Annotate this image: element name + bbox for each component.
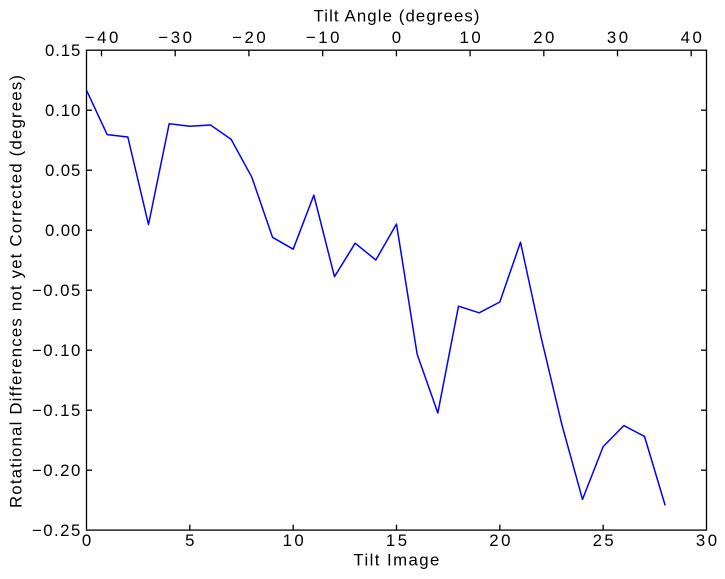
svg-text:−0.25: −0.25 (32, 521, 80, 540)
svg-text:30: 30 (607, 28, 628, 47)
svg-text:10: 10 (283, 531, 304, 550)
svg-text:0: 0 (392, 28, 401, 47)
svg-text:20: 20 (489, 531, 510, 550)
svg-text:−0.10: −0.10 (32, 341, 80, 360)
svg-text:−30: −30 (158, 28, 192, 47)
svg-text:0.05: 0.05 (45, 161, 80, 180)
svg-text:0.10: 0.10 (45, 101, 80, 120)
svg-text:10: 10 (460, 28, 481, 47)
svg-text:−40: −40 (85, 28, 119, 47)
svg-text:0: 0 (82, 531, 91, 550)
svg-text:−0.20: −0.20 (32, 461, 80, 480)
svg-text:−20: −20 (232, 28, 266, 47)
svg-text:20: 20 (533, 28, 554, 47)
svg-text:40: 40 (681, 28, 702, 47)
svg-text:5: 5 (185, 531, 194, 550)
svg-text:Rotational Differences not yet: Rotational Differences not yet Corrected… (6, 75, 25, 508)
svg-text:−0.15: −0.15 (32, 401, 80, 420)
svg-text:−0.05: −0.05 (32, 281, 80, 300)
svg-text:15: 15 (386, 531, 407, 550)
svg-text:Tilt Image: Tilt Image (353, 551, 439, 570)
svg-text:0.15: 0.15 (45, 41, 80, 60)
svg-text:−10: −10 (306, 28, 340, 47)
svg-text:25: 25 (593, 531, 614, 550)
svg-text:Tilt Angle (degrees): Tilt Angle (degrees) (314, 6, 480, 25)
svg-text:0.00: 0.00 (45, 221, 80, 240)
svg-text:30: 30 (696, 531, 717, 550)
